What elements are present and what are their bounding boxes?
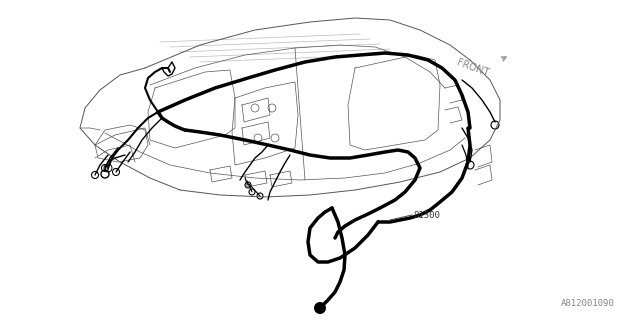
- Text: A812001090: A812001090: [561, 299, 615, 308]
- Text: FRONT: FRONT: [455, 58, 490, 78]
- Circle shape: [314, 302, 326, 314]
- Text: 81300: 81300: [413, 211, 440, 220]
